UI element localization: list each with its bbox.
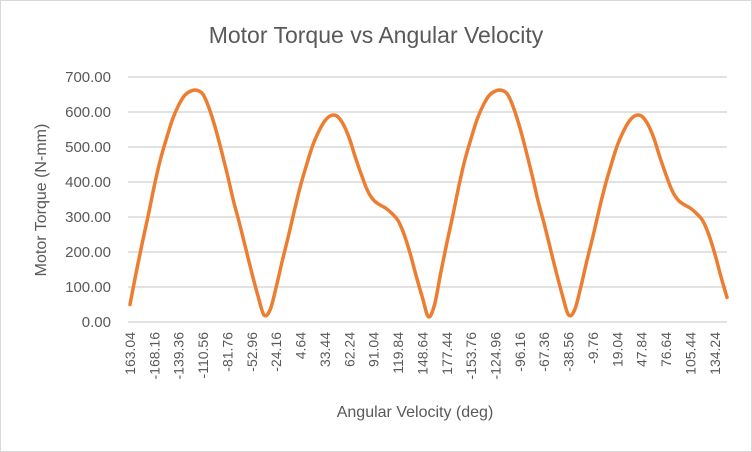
- x-tick-label: 76.64: [658, 332, 674, 367]
- x-tick-label: -124.96: [488, 332, 504, 380]
- y-axis-title: Motor Torque (N-mm): [33, 124, 50, 277]
- x-tick-label: -168.16: [146, 332, 162, 380]
- y-tick-label: 400.00: [65, 174, 111, 191]
- chart-title: Motor Torque vs Angular Velocity: [209, 22, 544, 48]
- y-tick-label: 200.00: [65, 244, 111, 261]
- x-tick-label: -153.76: [463, 332, 479, 380]
- x-tick-label: 148.64: [414, 332, 430, 375]
- x-tick-label: -52.96: [244, 332, 260, 372]
- x-tick-label: -67.36: [536, 332, 552, 372]
- x-tick-label: 19.04: [609, 332, 625, 367]
- x-tick-label: -81.76: [219, 332, 235, 372]
- x-tick-label: -139.36: [171, 332, 187, 380]
- x-tick-label: 119.84: [390, 332, 406, 374]
- x-tick-label: 91.04: [366, 332, 382, 367]
- x-tick-label: 4.64: [293, 332, 309, 359]
- y-tick-label: 500.00: [65, 139, 111, 156]
- x-tick-label: -24.16: [268, 332, 284, 372]
- x-axis-title: Angular Velocity (deg): [337, 404, 494, 421]
- x-tick-label: -9.76: [585, 332, 601, 364]
- x-tick-label: -110.56: [195, 332, 211, 379]
- x-tick-label: -96.16: [512, 332, 528, 372]
- x-tick-label: 33.44: [317, 332, 333, 367]
- x-tick-label: 134.24: [707, 332, 723, 375]
- x-tick-label: 47.84: [634, 332, 650, 367]
- x-tick-label: 62.24: [341, 332, 357, 367]
- y-tick-label: 600.00: [65, 104, 111, 121]
- x-tick-label: 105.44: [682, 332, 698, 375]
- x-tick-label: 163.04: [122, 332, 138, 375]
- x-tick-label: 177.44: [439, 332, 455, 375]
- y-tick-label: 0.00: [82, 314, 111, 331]
- y-tick-label: 300.00: [65, 209, 111, 226]
- x-tick-label: -38.56: [561, 332, 577, 372]
- y-tick-label: 100.00: [65, 279, 111, 296]
- y-tick-label: 700.00: [65, 69, 111, 86]
